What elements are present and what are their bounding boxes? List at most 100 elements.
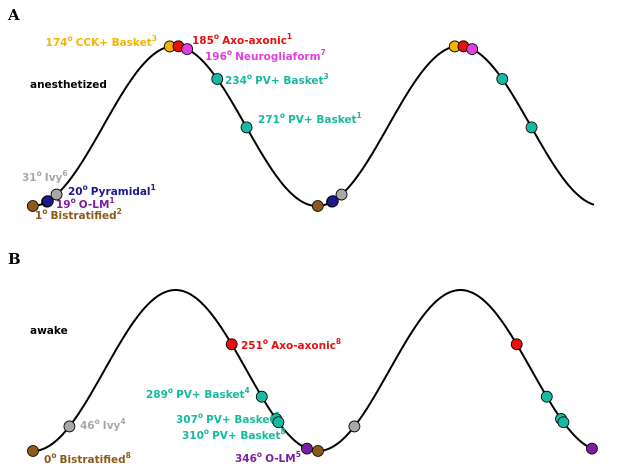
cell-marker	[335, 188, 348, 201]
cell-label: 234o PV+ Basket3	[225, 72, 329, 87]
phase-value: 310	[182, 430, 204, 442]
cell-marker	[26, 200, 39, 212]
cell-label: 271o PV+ Basket1	[258, 111, 362, 126]
cell-marker	[27, 445, 39, 457]
reference: 8	[281, 427, 286, 436]
reference: 8	[126, 451, 131, 460]
cell-name: PV+ Basket	[212, 430, 280, 442]
cell-marker	[348, 420, 361, 433]
degree: o	[263, 337, 268, 346]
panel-letter: B	[8, 250, 21, 268]
cell-name: PV+ Basket	[176, 389, 244, 401]
reference: 6	[62, 169, 67, 178]
cell-marker	[255, 390, 268, 403]
cell-marker	[41, 195, 54, 208]
phase-value: 46	[80, 420, 95, 432]
degree: o	[71, 196, 76, 205]
cell-label: 196o Neurogliaform7	[205, 48, 326, 63]
degree: o	[51, 451, 56, 460]
reference: 5	[275, 411, 280, 420]
phase-value: 185	[192, 35, 214, 47]
reference: 7	[321, 48, 326, 57]
cell-name: O-LM	[79, 199, 110, 211]
cell-name: Bistratified	[59, 454, 125, 466]
cell-marker	[311, 200, 324, 212]
phase-value: 271	[258, 114, 280, 126]
degree: o	[37, 169, 42, 178]
cell-marker	[312, 445, 324, 457]
degree: o	[83, 183, 88, 192]
degree: o	[95, 417, 100, 426]
phase-value: 174	[46, 37, 68, 49]
cell-label: 307o PV+ Basket5	[176, 411, 280, 426]
cell-name: CCK+ Basket	[76, 37, 152, 49]
cell-name: Axo-axonic	[271, 340, 336, 352]
phase-value: 251	[241, 340, 263, 352]
phase-value: 1	[35, 210, 42, 222]
phase-value: 289	[146, 389, 168, 401]
cell-label: 346o O-LM5	[235, 450, 301, 465]
cell-marker	[525, 121, 538, 134]
state-label: awake	[30, 325, 68, 337]
degree: o	[42, 207, 47, 216]
cell-marker	[63, 420, 76, 433]
cell-marker	[586, 442, 598, 455]
degree: o	[247, 72, 252, 81]
cell-name: PV+ Basket	[288, 114, 356, 126]
degree: o	[168, 386, 173, 395]
cell-label: 20o Pyramidal1	[68, 183, 156, 198]
phase-value: 19	[56, 199, 71, 211]
reference: 3	[324, 72, 329, 81]
reference: 1	[151, 183, 156, 192]
cell-label: 19o O-LM1	[56, 196, 115, 211]
cell-label: 289o PV+ Basket4	[146, 386, 250, 401]
cell-name: PV+ Basket	[255, 75, 323, 87]
cell-name: O-LM	[265, 453, 296, 465]
state-label: anesthetized	[30, 79, 107, 91]
degree: o	[257, 450, 262, 459]
reference: 1	[109, 196, 114, 205]
degree: o	[198, 411, 203, 420]
cell-marker	[510, 338, 523, 351]
reference: 2	[117, 207, 122, 216]
cell-name: Pyramidal	[91, 186, 151, 198]
panel-letter: A	[7, 6, 20, 24]
cell-marker	[50, 188, 63, 201]
cell-marker	[301, 442, 313, 455]
reference: 1	[357, 111, 362, 120]
cell-name: Bistratified	[50, 210, 116, 222]
cell-name: Ivy	[103, 420, 121, 432]
cell-label: 0o Bistratified8	[44, 451, 131, 466]
cell-marker	[240, 121, 253, 134]
cell-name: PV+ Basket	[206, 414, 274, 426]
phase-value: 31	[22, 172, 37, 184]
phase-value: 346	[235, 453, 257, 465]
phase-value: 20	[68, 186, 83, 198]
degree: o	[204, 427, 209, 436]
cell-marker	[225, 338, 238, 351]
reference: 3	[152, 34, 157, 43]
cell-marker	[557, 416, 570, 429]
cell-label: 1o Bistratified2	[35, 207, 122, 222]
reference: 4	[120, 417, 125, 426]
phase-value: 307	[176, 414, 198, 426]
cell-name: Ivy	[45, 172, 63, 184]
cell-marker	[326, 195, 339, 208]
cell-marker	[272, 416, 285, 429]
cell-label: 185o Axo-axonic1	[192, 32, 292, 47]
phase-value: 234	[225, 75, 247, 87]
degree: o	[214, 32, 219, 41]
cell-marker	[181, 43, 194, 55]
cell-label: 31o Ivy6	[22, 169, 68, 184]
cell-label: 46o Ivy4	[80, 417, 126, 432]
reference: 1	[287, 32, 292, 41]
cell-label: 310o PV+ Basket8	[182, 427, 286, 442]
degree: o	[67, 34, 72, 43]
reference: 8	[336, 337, 341, 346]
cell-name: Neurogliaform	[235, 51, 321, 63]
phase-value: 0	[44, 454, 51, 466]
cell-label: 251o Axo-axonic8	[241, 337, 341, 352]
theta-wave	[31, 44, 595, 207]
cell-marker	[211, 73, 224, 85]
